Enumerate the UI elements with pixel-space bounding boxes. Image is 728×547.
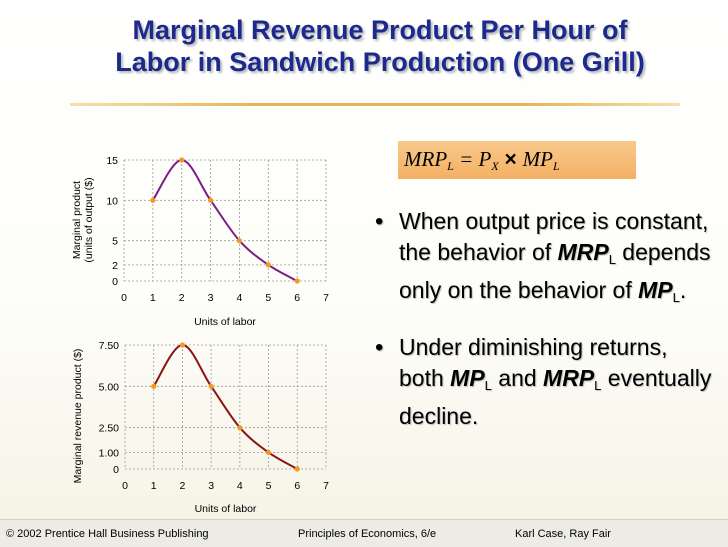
mrp-x-tick-label: 1: [151, 480, 157, 492]
bullet-1-mp: MP: [638, 277, 673, 303]
mp-y-tick-label: 10: [106, 195, 118, 207]
bullet-dot-icon: •: [375, 334, 384, 361]
mrp-data-point: [237, 425, 243, 431]
mp-x-axis-label: Units of labor: [194, 316, 256, 328]
bullet-1-sub2: L: [672, 290, 680, 305]
mrp-data-point: [151, 383, 157, 389]
mrp-y-tick-label: 0: [113, 464, 119, 476]
bullet-2-text-a: Under diminishing returns, both: [399, 334, 668, 391]
title-line-1: Marginal Revenue Product Per Hour of: [132, 15, 628, 45]
mp-y-tick-label: 15: [106, 155, 118, 167]
mrp-data-point: [294, 466, 300, 472]
mp-data-point: [179, 157, 185, 163]
mp-data-point: [236, 238, 243, 244]
mrp-data-point: [208, 383, 214, 389]
mp-y-tick-label: 0: [112, 276, 118, 288]
mrp-x-tick-label: 4: [237, 480, 243, 492]
mp-y-axis-label: Marginal product(units of output ($): [71, 177, 95, 262]
bullet-item-1: • When output price is constant, the beh…: [375, 206, 715, 313]
title-underline: [70, 103, 680, 106]
mrp-y-tick-label: 1.00: [99, 447, 120, 459]
footer-authors: Karl Case, Ray Fair: [515, 528, 611, 540]
footer-copyright: © 2002 Prentice Hall Business Publishing: [6, 528, 209, 540]
mrp-formula: MRPL = PX × MPL: [404, 147, 560, 174]
mp-data-point: [150, 197, 156, 203]
mp-y-tick-label: 5: [112, 236, 118, 248]
mrp-x-tick-label: 5: [266, 480, 272, 492]
bullet-item-2: • Under diminishing returns, both MPL an…: [375, 332, 715, 432]
mrp-y-tick-label: 7.50: [99, 340, 120, 352]
formula-sub-l: L: [447, 159, 454, 173]
mp-x-tick-label: 0: [121, 292, 127, 304]
bullet-2-sub: L: [484, 378, 492, 393]
bullet-1-text-a: When output price is constant, the behav…: [399, 208, 709, 265]
mp-data-point: [207, 197, 214, 203]
mp-x-tick-label: 1: [150, 292, 156, 304]
mp-y-tick-label: 2: [112, 260, 118, 272]
bullet-1-sub: L: [608, 252, 616, 267]
formula-box: MRPL = PX × MPL: [398, 141, 636, 179]
formula-mp: MP: [522, 147, 553, 171]
formula-mrp: MRP: [404, 147, 448, 171]
mrp-y-tick-label: 2.50: [99, 423, 120, 435]
formula-sub-x: X: [491, 159, 499, 173]
mrp-x-tick-label: 2: [180, 480, 186, 492]
bullet-dot-icon: •: [375, 208, 384, 235]
mrp-x-tick-label: 0: [122, 480, 128, 492]
mrp-x-axis-label: Units of labor: [195, 503, 257, 515]
mp-y-axis-label-line: (units of output ($): [83, 177, 95, 262]
mrp-data-point: [179, 342, 186, 348]
bullet-2-text-c: eventually decline.: [399, 365, 712, 429]
bullet-2-mrp: MRP: [543, 365, 595, 391]
mrp-x-tick-label: 6: [294, 480, 300, 492]
formula-times: ×: [498, 148, 523, 171]
formula-eq: = P: [453, 147, 492, 171]
bullet-1-mrp: MRP: [557, 239, 609, 265]
footer-bar: © 2002 Prentice Hall Business Publishing…: [0, 519, 728, 547]
mp-x-tick-label: 2: [179, 292, 185, 304]
footer-book: Principles of Economics, 6/e: [298, 528, 437, 540]
mrp-data-point: [265, 449, 272, 456]
bullet-2-text-b: and: [491, 365, 544, 391]
mp-x-tick-label: 7: [323, 292, 329, 304]
mp-x-tick-label: 6: [294, 292, 300, 304]
mrp-y-axis-label-line: Marginal revenue product ($): [72, 349, 84, 484]
mp-data-point: [265, 262, 271, 268]
title-line-2: Labor in Sandwich Production (One Grill): [115, 47, 645, 77]
mp-data-point: [294, 278, 300, 284]
mrp-series-line: [152, 343, 298, 470]
bullet-1-text-c: .: [679, 277, 687, 303]
bullet-2-sub2: L: [594, 378, 602, 393]
mp-series-line: [152, 158, 298, 282]
slide-title: Marginal Revenue Product Per Hour of Lab…: [60, 14, 700, 78]
mrp-x-tick-label: 3: [208, 480, 214, 492]
mp-x-tick-label: 3: [208, 292, 214, 304]
formula-sub-l2: L: [552, 159, 560, 173]
mp-x-tick-label: 5: [265, 292, 271, 304]
mrp-y-tick-label: 5.00: [99, 381, 120, 393]
bullet-1-text-b: depends only on the behavior of: [399, 239, 711, 303]
mp-x-tick-label: 4: [237, 292, 243, 304]
mp-y-axis-label-line: Marginal product: [71, 181, 83, 259]
bullet-list: • When output price is constant, the beh…: [375, 206, 715, 432]
mrp-y-axis-label: Marginal revenue product ($): [72, 349, 84, 484]
bullet-2-mp: MP: [450, 365, 485, 391]
mrp-x-tick-label: 7: [323, 480, 329, 492]
